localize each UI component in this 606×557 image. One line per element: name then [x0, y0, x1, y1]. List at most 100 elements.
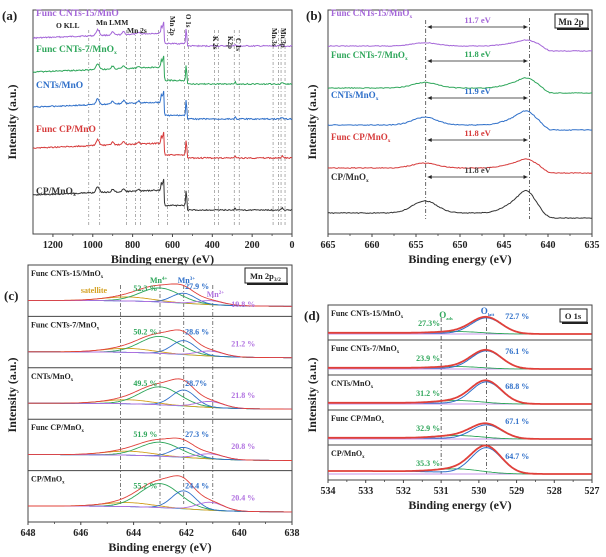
- x-axis-label: Binding energy (eV): [108, 540, 211, 554]
- mn2p-line: [327, 110, 593, 131]
- arrow-head-left: [427, 138, 432, 142]
- series-label: Func CNTs-15/MnO: [36, 9, 119, 19]
- x-tick-label: 650: [453, 240, 468, 251]
- arrow-head-left: [427, 25, 432, 29]
- series-label: Func CNTs-7/MnOx: [36, 45, 117, 56]
- envelope-line: [328, 444, 592, 475]
- x-tick-label: 533: [358, 486, 373, 497]
- oads-percent: 35.3 %: [416, 459, 440, 468]
- x-tick-label: 400: [205, 240, 220, 251]
- splitting-value: 11.7 eV: [464, 15, 491, 25]
- panel-d-o1s: (d) 534 533 532 531 530 529 528 527 Binding energ…: [304, 304, 600, 512]
- panel-b-frame: [327, 9, 593, 235]
- series-label: CP/MnOx: [331, 172, 369, 184]
- envelope-line: [28, 329, 292, 359]
- olatt-percent: 72.7 %: [505, 312, 529, 321]
- panel-label-b: (b): [306, 8, 322, 23]
- splitting-value: 11.8 eV: [464, 165, 491, 175]
- series-label: Func CNTs-15/MnOx: [331, 8, 412, 20]
- x-tick-label: 530: [471, 486, 486, 497]
- survey-line: [33, 21, 293, 48]
- envelope-line: [328, 379, 592, 405]
- envelope-line: [28, 437, 292, 461]
- series-label: Func CNTs-15/MnOx: [31, 269, 104, 280]
- oads-percent: 32.9 %: [416, 424, 440, 433]
- oads-label: Oads: [439, 310, 453, 321]
- panel-d-title: O 1s: [565, 311, 582, 321]
- arrow-head-left: [427, 59, 432, 63]
- background-line: [28, 505, 292, 513]
- x-tick-label: 646: [73, 528, 88, 539]
- x-tick-label: 660: [365, 240, 380, 251]
- arrow-head-left: [427, 175, 432, 179]
- survey-line: [32, 90, 293, 121]
- mn3-percent: 24.4 %: [185, 482, 209, 491]
- oads-percent: 27.3%: [418, 319, 440, 328]
- x-tick-label: 640: [232, 528, 247, 539]
- olatt-fit-line: [328, 447, 592, 475]
- panel-label-d: (d): [304, 308, 320, 323]
- y-axis-label: Intensity (a.u.): [5, 84, 19, 159]
- annotation-k-2s: K 2s: [211, 36, 219, 50]
- x-tick-label: 640: [541, 240, 556, 251]
- satellite-label: satellite: [81, 286, 108, 295]
- annotation-mn-2s: Mn 2s: [127, 26, 147, 35]
- mn2-percent: 20.4 %: [231, 494, 255, 503]
- x-tick-label: 1200: [43, 240, 63, 251]
- mn4-percent: 50.2 %: [133, 327, 157, 336]
- mn4-percent: 55.2 %: [133, 482, 157, 491]
- x-tick-label: 644: [126, 528, 141, 539]
- panel-c-title: Mn 2p3/2: [250, 271, 281, 283]
- annotation-c-1s: C 1s: [234, 38, 242, 51]
- x-tick-label: 600: [165, 240, 180, 251]
- annotation-mn-3p: Mn 3p: [279, 28, 287, 48]
- olatt-percent: 76.1 %: [505, 347, 529, 356]
- mn4-label: Mn4+: [150, 276, 168, 285]
- mn2-label: Mn2+: [207, 290, 225, 299]
- mn3-label: Mn3+: [178, 276, 196, 285]
- x-tick-label: 642: [179, 528, 194, 539]
- mn2p-line: [327, 39, 593, 52]
- panel-label-c: (c): [4, 288, 18, 303]
- survey-line: [32, 55, 292, 86]
- panel-a-survey: (a) 1200 1000 800 600 400 200 0 Binding energy (…: [2, 8, 295, 266]
- arrow-head-right: [523, 25, 528, 29]
- splitting-value: 11.8 eV: [464, 128, 491, 138]
- olatt-percent: 68.8 %: [505, 382, 529, 391]
- x-tick-label: 1000: [83, 240, 103, 251]
- arrow-head-right: [523, 59, 528, 63]
- splitting-value: 11.8 eV: [464, 49, 491, 59]
- envelope-line: [28, 378, 292, 410]
- survey-line: [32, 178, 293, 212]
- series-label: CNTs/MnO: [36, 81, 83, 91]
- annotation-mn-2p: Mn 2p: [168, 16, 176, 36]
- series-label: Func CP/MnOx: [31, 423, 84, 434]
- annotation-mn-lmm: Mn LMM: [96, 18, 128, 27]
- olatt-label: Olatt: [481, 306, 495, 317]
- x-tick-label: 800: [125, 240, 140, 251]
- x-tick-label: 200: [245, 240, 260, 251]
- series-label: Func CNTs-7/MnOx: [331, 50, 408, 62]
- x-tick-label: 532: [396, 486, 411, 497]
- mn2-percent: 21.8 %: [231, 391, 255, 400]
- mn4-percent: 51.9 %: [133, 430, 157, 439]
- x-tick-label: 655: [409, 240, 424, 251]
- x-tick-label: 645: [497, 240, 512, 251]
- x-tick-label: 0: [290, 240, 295, 251]
- olatt-percent: 64.7 %: [505, 452, 529, 461]
- arrow-head-right: [523, 138, 528, 142]
- mn3-percent: 27.3 %: [185, 430, 209, 439]
- mn3-percent: 28.6 %: [185, 327, 209, 336]
- series-label: CNTs/MnOx: [31, 372, 74, 383]
- panel-a-frame: [32, 9, 293, 235]
- x-tick-label: 665: [321, 240, 336, 251]
- x-tick-label: 531: [434, 486, 449, 497]
- mn4-percent: 49.5 %: [133, 379, 157, 388]
- series-label: Func CNTs-7/MnOx: [31, 320, 100, 331]
- x-axis-label: Binding energy (eV): [408, 252, 511, 266]
- panel-label-a: (a): [2, 8, 17, 23]
- mn2p-line: [327, 189, 593, 219]
- panel-b-mn2p: (b) 665 660 655 650 645 640 635 Binding energy (…: [305, 8, 600, 266]
- series-label: Func CP/MnOx: [331, 132, 391, 144]
- series-label: CNTs/MnOx: [331, 90, 379, 102]
